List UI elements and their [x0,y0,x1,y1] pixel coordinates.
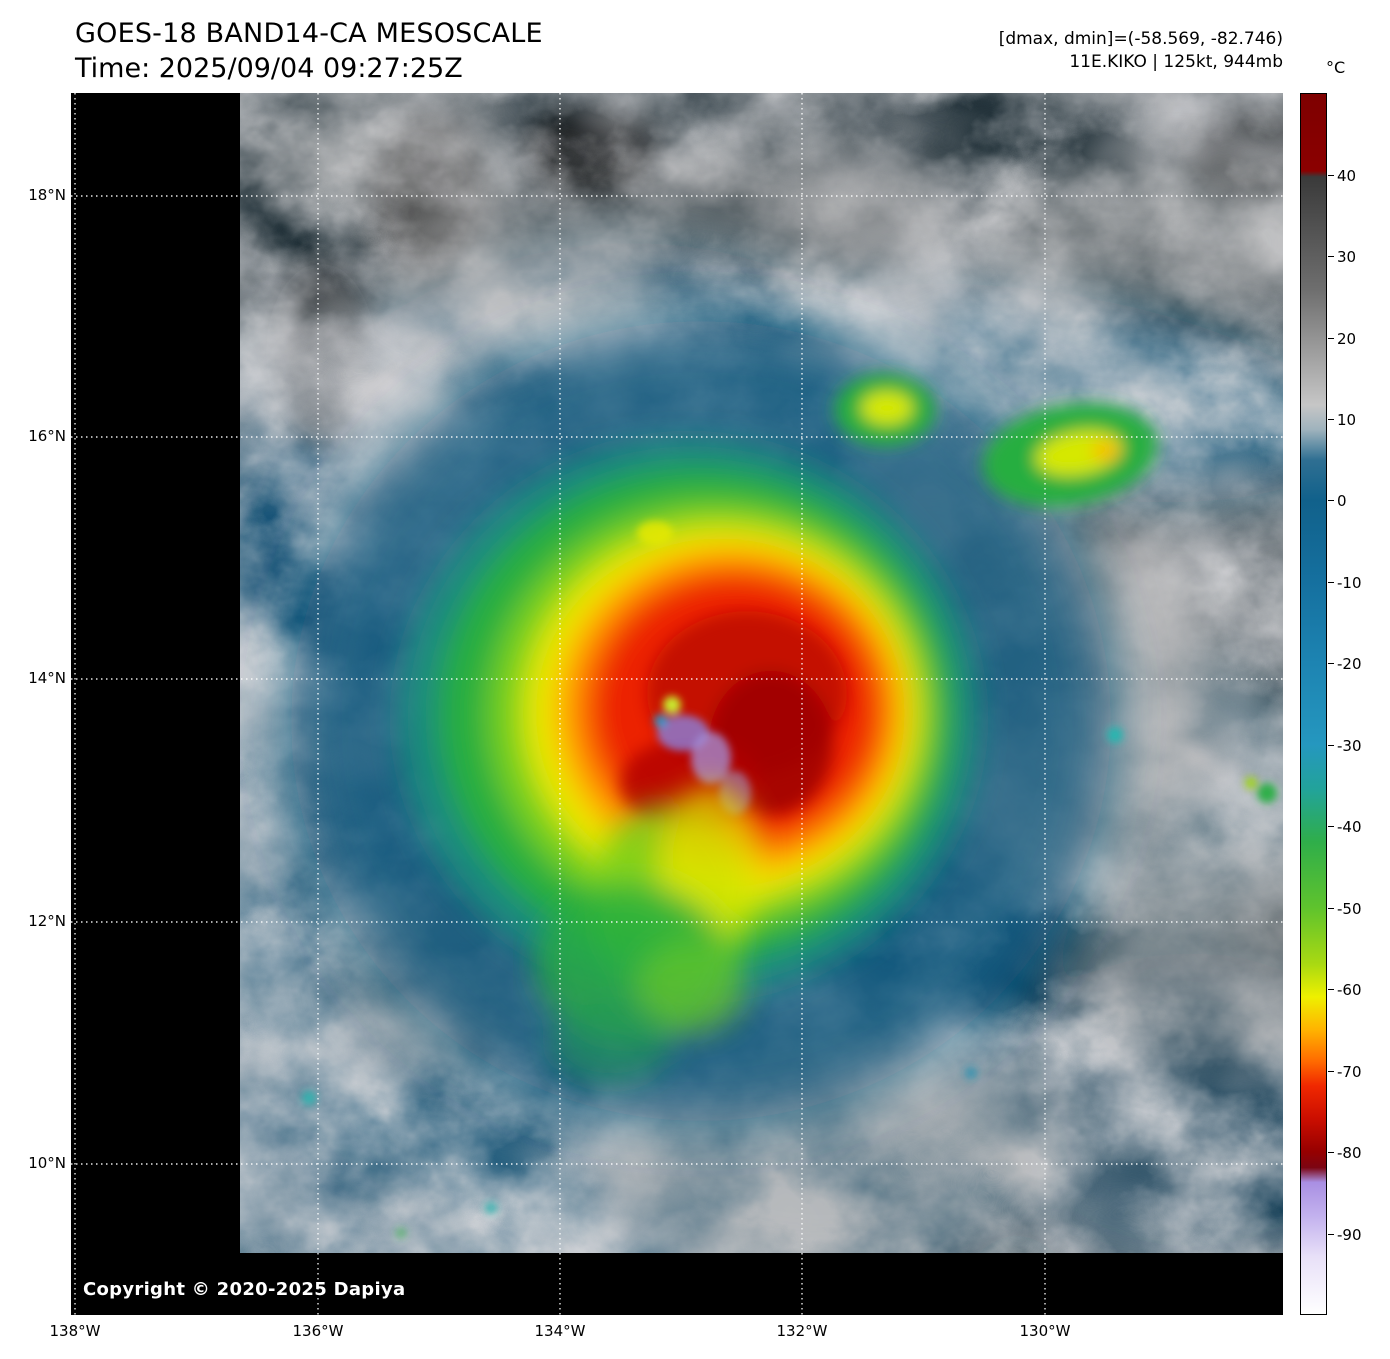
cold-specks [302,727,1277,1238]
colorbar-tickmark [1328,663,1334,664]
colorbar-tickmark [1328,989,1334,990]
colorbar-tick-30: 30 [1337,248,1357,266]
lat-label-12n: 12°N [28,912,66,930]
colorbar-tickmark [1328,256,1334,257]
colorbar-tick-n40: -40 [1337,818,1362,836]
colorbar-tick-n80: -80 [1337,1144,1362,1162]
lon-label-136w: 136°W [292,1322,344,1340]
colorbar-tickmark [1328,500,1334,501]
copyright-text: Copyright © 2020-2025 Dapiya [83,1279,406,1300]
lat-label-16n: 16°N [28,427,66,445]
colorbar-tickmark [1328,1071,1334,1072]
lat-label-14n: 14°N [28,669,66,687]
dmax-dmin-readout: [dmax, dmin]=(-58.569, -82.746) [998,29,1283,49]
colorbar-tick-10: 10 [1337,411,1357,429]
page-title: GOES-18 BAND14-CA MESOSCALE [75,18,543,49]
colorbar-tick-40: 40 [1337,167,1357,185]
northeast-convection [835,374,1158,507]
colorbar-tick-0: 0 [1337,492,1347,510]
colorbar-tick-n60: -60 [1337,981,1362,999]
colorbar-tickmark [1328,908,1334,909]
header-meta: [dmax, dmin]=(-58.569, -82.746) 11E.KIKO… [999,28,1283,74]
graticule-gridlines [71,93,1283,1315]
south-feeder-band [536,785,763,1083]
colorbar-tick-n50: -50 [1337,900,1362,918]
colorbar-tickmark [1328,745,1334,746]
colorbar-gradient [1301,94,1326,1314]
temperature-colorbar [1300,93,1327,1315]
satellite-map: Copyright © 2020-2025 Dapiya [71,93,1283,1315]
lon-label-132w: 132°W [776,1322,828,1340]
lat-label-10n: 10°N [28,1154,66,1172]
colorbar-tickmark [1328,175,1334,176]
colorbar-tick-n30: -30 [1337,737,1362,755]
colorbar-tickmark [1328,338,1334,339]
colorbar-unit-label: °C [1326,58,1346,77]
lon-label-138w: 138°W [49,1322,101,1340]
colorbar-tickmark [1328,582,1334,583]
lon-label-134w: 134°W [534,1322,586,1340]
satellite-imagery [71,93,1283,1315]
colorbar-tickmark [1328,1234,1334,1235]
data-region [240,93,1283,1253]
colorbar-tickmark [1328,419,1334,420]
lat-label-18n: 18°N [28,186,66,204]
colorbar-tickmark [1328,1152,1334,1153]
colorbar-tick-n70: -70 [1337,1063,1362,1081]
timestamp: Time: 2025/09/04 09:27:25Z [75,53,463,84]
colorbar-tick-n20: -20 [1337,655,1362,673]
lon-label-130w: 130°W [1019,1322,1071,1340]
colorbar-tick-20: 20 [1337,330,1357,348]
colorbar-tickmark [1328,826,1334,827]
colorbar-tick-n10: -10 [1337,574,1362,592]
storm-info: 11E.KIKO | 125kt, 944mb [1069,52,1283,72]
colorbar-tick-n90: -90 [1337,1226,1362,1244]
